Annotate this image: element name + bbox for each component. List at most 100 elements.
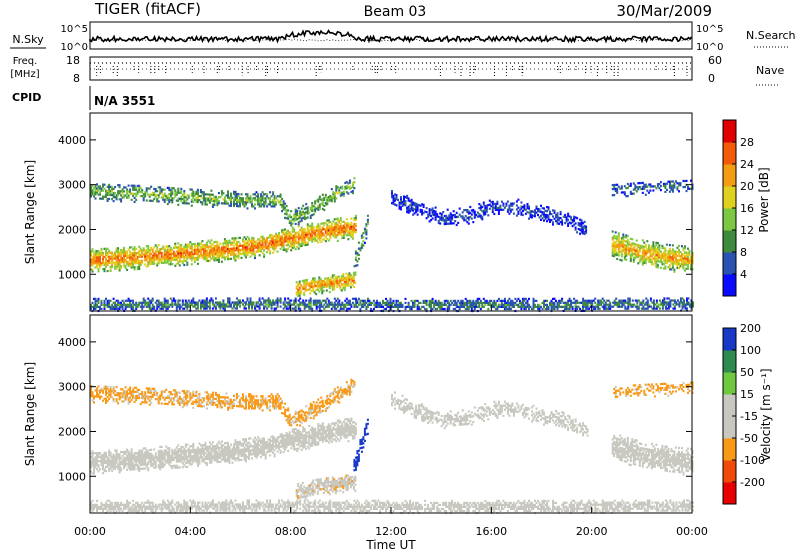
power-cell <box>278 240 281 243</box>
power-cell <box>479 216 482 219</box>
power-cell <box>281 197 284 201</box>
power-cell <box>97 254 100 257</box>
power-cell <box>556 305 559 308</box>
power-cell <box>673 305 676 308</box>
power-cell <box>436 303 439 306</box>
power-cell <box>199 248 202 251</box>
power-cell <box>641 255 644 258</box>
power-cell <box>637 252 640 255</box>
power-cell <box>538 210 541 213</box>
power-cell <box>145 251 148 254</box>
power-cell <box>175 246 178 249</box>
power-cell <box>96 258 98 261</box>
power-cell <box>671 254 674 257</box>
power-cell <box>216 254 219 258</box>
power-cell <box>297 303 300 306</box>
power-cell <box>421 305 424 308</box>
power-cell <box>567 301 570 304</box>
power-cell <box>348 280 351 283</box>
power-cell <box>407 199 410 202</box>
power-cell <box>455 301 458 304</box>
power-cell <box>365 229 368 232</box>
power-cell <box>321 197 324 200</box>
power-cell <box>154 194 157 197</box>
power-cell <box>297 231 300 234</box>
power-cell <box>171 199 174 202</box>
power-cell <box>685 189 688 193</box>
power-cell <box>457 221 460 224</box>
power-cell <box>656 246 659 249</box>
power-cell <box>434 212 437 215</box>
power-cell <box>109 261 112 264</box>
power-cell <box>350 223 353 226</box>
power-cell <box>556 220 559 223</box>
power-cell <box>124 186 127 189</box>
power-cell <box>111 255 114 258</box>
power-cell <box>641 257 644 260</box>
power-cell <box>662 257 665 260</box>
power-cell <box>478 303 481 306</box>
power-cell <box>153 307 156 310</box>
power-cell <box>500 305 503 308</box>
power-cell <box>99 256 101 259</box>
power-cell <box>644 252 647 255</box>
cpid-value: N/A 3551 <box>94 94 155 108</box>
power-cell <box>678 252 680 256</box>
y-tick-label: 3000 <box>58 179 86 192</box>
power-cell <box>97 305 100 308</box>
power-cell <box>127 196 130 199</box>
power-cell <box>234 239 237 242</box>
power-cell <box>114 253 117 256</box>
power-cell <box>448 216 451 219</box>
power-cell <box>296 245 299 248</box>
power-cell <box>207 251 210 254</box>
power-cell <box>631 254 634 257</box>
power-cell <box>340 277 343 280</box>
power-cell <box>613 303 616 306</box>
power-cell <box>314 239 317 243</box>
velocity-cell <box>93 468 95 471</box>
power-cell <box>127 256 130 259</box>
power-cell <box>553 307 556 310</box>
power-cell <box>478 207 481 210</box>
power-cell <box>348 225 351 228</box>
power-cell <box>491 303 494 306</box>
power-cell <box>234 194 237 198</box>
power-cell <box>223 307 226 310</box>
power-cell <box>547 305 550 308</box>
power-cell <box>425 301 428 304</box>
power-cell <box>394 199 396 202</box>
power-cell <box>466 305 469 308</box>
power-cell <box>379 301 381 304</box>
power-cell <box>324 283 327 286</box>
power-cell <box>219 254 222 257</box>
power-cell <box>267 242 270 245</box>
power-cell <box>165 303 168 306</box>
power-cell <box>240 201 243 204</box>
power-cell <box>163 194 166 197</box>
power-cell <box>297 221 300 224</box>
power-cell <box>356 260 359 263</box>
power-cell <box>397 305 399 308</box>
power-cell <box>93 195 95 198</box>
power-cell <box>528 207 530 210</box>
power-cell <box>320 240 323 243</box>
power-cell <box>529 305 532 308</box>
power-cell <box>682 261 685 264</box>
power-cell <box>440 212 443 216</box>
power-cell <box>115 305 118 308</box>
power-cell <box>314 233 317 236</box>
power-cell <box>96 262 98 265</box>
power-cell <box>366 299 369 302</box>
power-cell <box>270 239 273 243</box>
power-cell <box>211 193 214 196</box>
power-cell <box>210 193 213 196</box>
power-cell <box>123 262 126 266</box>
power-cell <box>118 301 121 304</box>
power-cell <box>330 196 333 199</box>
power-cell <box>531 210 533 213</box>
power-cell <box>276 234 279 237</box>
power-cell <box>272 203 275 206</box>
power-cell <box>153 305 156 308</box>
power-cell <box>114 196 117 199</box>
